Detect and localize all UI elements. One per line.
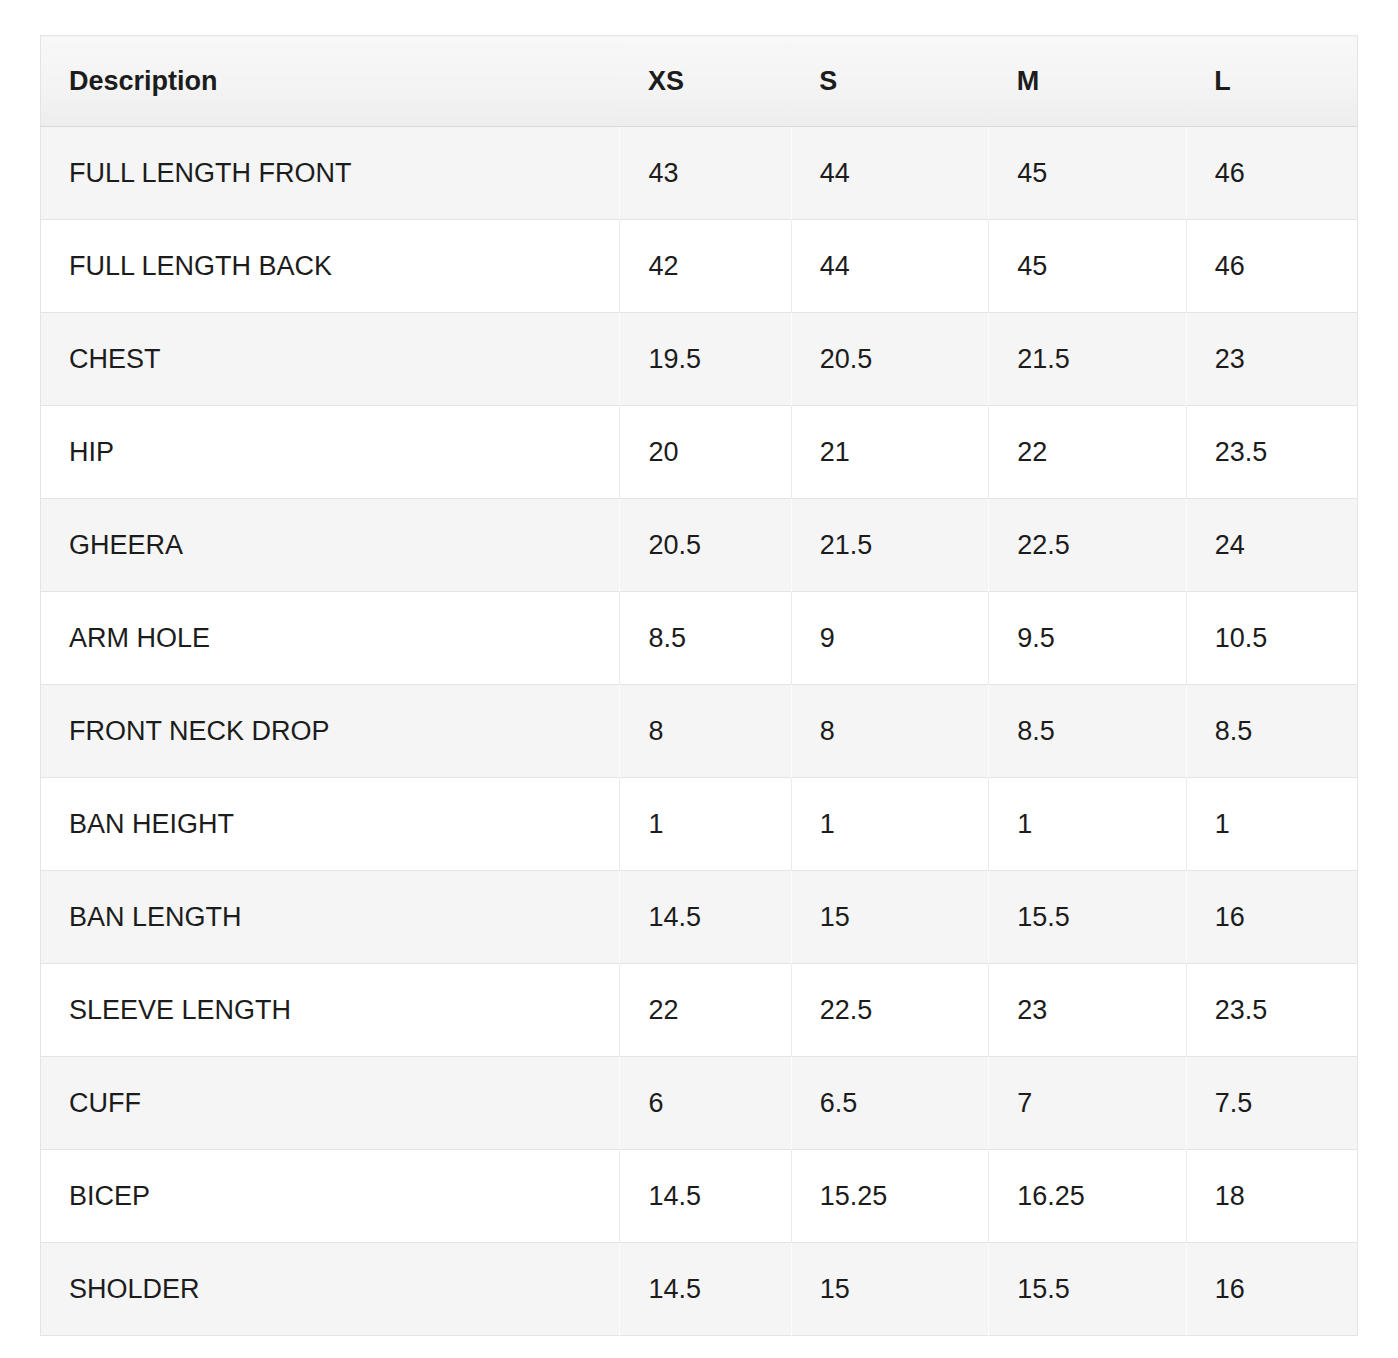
- value-cell: 10.5: [1186, 592, 1357, 685]
- value-cell: 14.5: [620, 871, 791, 964]
- value-cell: 42: [620, 220, 791, 313]
- value-cell: 15: [791, 1243, 989, 1336]
- value-cell: 23.5: [1186, 406, 1357, 499]
- value-cell: 20: [620, 406, 791, 499]
- size-chart-header: Description XS S M L: [41, 36, 1358, 127]
- value-cell: 20.5: [620, 499, 791, 592]
- value-cell: 8: [791, 685, 989, 778]
- table-row: ARM HOLE8.599.510.5: [41, 592, 1358, 685]
- table-row: CHEST19.520.521.523: [41, 313, 1358, 406]
- table-row: FULL LENGTH BACK42444546: [41, 220, 1358, 313]
- value-cell: 16.25: [989, 1150, 1187, 1243]
- value-cell: 1: [1186, 778, 1357, 871]
- row-label-cell: GHEERA: [41, 499, 620, 592]
- value-cell: 8.5: [1186, 685, 1357, 778]
- table-row: CUFF66.577.5: [41, 1057, 1358, 1150]
- column-header-l: L: [1186, 36, 1357, 127]
- table-row: BAN LENGTH14.51515.516: [41, 871, 1358, 964]
- value-cell: 24: [1186, 499, 1357, 592]
- value-cell: 22.5: [989, 499, 1187, 592]
- table-row: SHOLDER14.51515.516: [41, 1243, 1358, 1336]
- value-cell: 8.5: [620, 592, 791, 685]
- value-cell: 45: [989, 127, 1187, 220]
- table-row: FULL LENGTH FRONT43444546: [41, 127, 1358, 220]
- row-label-cell: SLEEVE LENGTH: [41, 964, 620, 1057]
- row-label-cell: BAN LENGTH: [41, 871, 620, 964]
- table-row: FRONT NECK DROP888.58.5: [41, 685, 1358, 778]
- value-cell: 46: [1186, 220, 1357, 313]
- table-row: SLEEVE LENGTH2222.52323.5: [41, 964, 1358, 1057]
- value-cell: 22.5: [791, 964, 989, 1057]
- value-cell: 16: [1186, 871, 1357, 964]
- header-row: Description XS S M L: [41, 36, 1358, 127]
- column-header-description: Description: [41, 36, 620, 127]
- value-cell: 6: [620, 1057, 791, 1150]
- value-cell: 8.5: [989, 685, 1187, 778]
- table-row: GHEERA20.521.522.524: [41, 499, 1358, 592]
- value-cell: 15.5: [989, 1243, 1187, 1336]
- size-chart-body: FULL LENGTH FRONT43444546FULL LENGTH BAC…: [41, 127, 1358, 1336]
- value-cell: 20.5: [791, 313, 989, 406]
- value-cell: 14.5: [620, 1150, 791, 1243]
- value-cell: 19.5: [620, 313, 791, 406]
- row-label-cell: FULL LENGTH FRONT: [41, 127, 620, 220]
- size-chart: Description XS S M L FULL LENGTH FRONT43…: [40, 35, 1358, 1336]
- value-cell: 9: [791, 592, 989, 685]
- value-cell: 21.5: [791, 499, 989, 592]
- value-cell: 44: [791, 127, 989, 220]
- value-cell: 7: [989, 1057, 1187, 1150]
- row-label-cell: BAN HEIGHT: [41, 778, 620, 871]
- value-cell: 9.5: [989, 592, 1187, 685]
- value-cell: 23: [1186, 313, 1357, 406]
- column-header-xs: XS: [620, 36, 791, 127]
- row-label-cell: BICEP: [41, 1150, 620, 1243]
- column-header-m: M: [989, 36, 1187, 127]
- row-label-cell: SHOLDER: [41, 1243, 620, 1336]
- value-cell: 16: [1186, 1243, 1357, 1336]
- row-label-cell: FULL LENGTH BACK: [41, 220, 620, 313]
- value-cell: 22: [620, 964, 791, 1057]
- value-cell: 15.5: [989, 871, 1187, 964]
- value-cell: 8: [620, 685, 791, 778]
- value-cell: 1: [791, 778, 989, 871]
- value-cell: 7.5: [1186, 1057, 1357, 1150]
- value-cell: 1: [989, 778, 1187, 871]
- value-cell: 21.5: [989, 313, 1187, 406]
- row-label-cell: HIP: [41, 406, 620, 499]
- value-cell: 23.5: [1186, 964, 1357, 1057]
- row-label-cell: ARM HOLE: [41, 592, 620, 685]
- value-cell: 21: [791, 406, 989, 499]
- value-cell: 6.5: [791, 1057, 989, 1150]
- table-row: BICEP14.515.2516.2518: [41, 1150, 1358, 1243]
- row-label-cell: CHEST: [41, 313, 620, 406]
- row-label-cell: CUFF: [41, 1057, 620, 1150]
- column-header-s: S: [791, 36, 989, 127]
- table-row: BAN HEIGHT1111: [41, 778, 1358, 871]
- value-cell: 14.5: [620, 1243, 791, 1336]
- value-cell: 44: [791, 220, 989, 313]
- value-cell: 46: [1186, 127, 1357, 220]
- value-cell: 1: [620, 778, 791, 871]
- table-row: HIP20212223.5: [41, 406, 1358, 499]
- row-label-cell: FRONT NECK DROP: [41, 685, 620, 778]
- value-cell: 15: [791, 871, 989, 964]
- size-chart-table: Description XS S M L FULL LENGTH FRONT43…: [40, 35, 1358, 1336]
- value-cell: 23: [989, 964, 1187, 1057]
- value-cell: 43: [620, 127, 791, 220]
- value-cell: 15.25: [791, 1150, 989, 1243]
- value-cell: 45: [989, 220, 1187, 313]
- value-cell: 22: [989, 406, 1187, 499]
- value-cell: 18: [1186, 1150, 1357, 1243]
